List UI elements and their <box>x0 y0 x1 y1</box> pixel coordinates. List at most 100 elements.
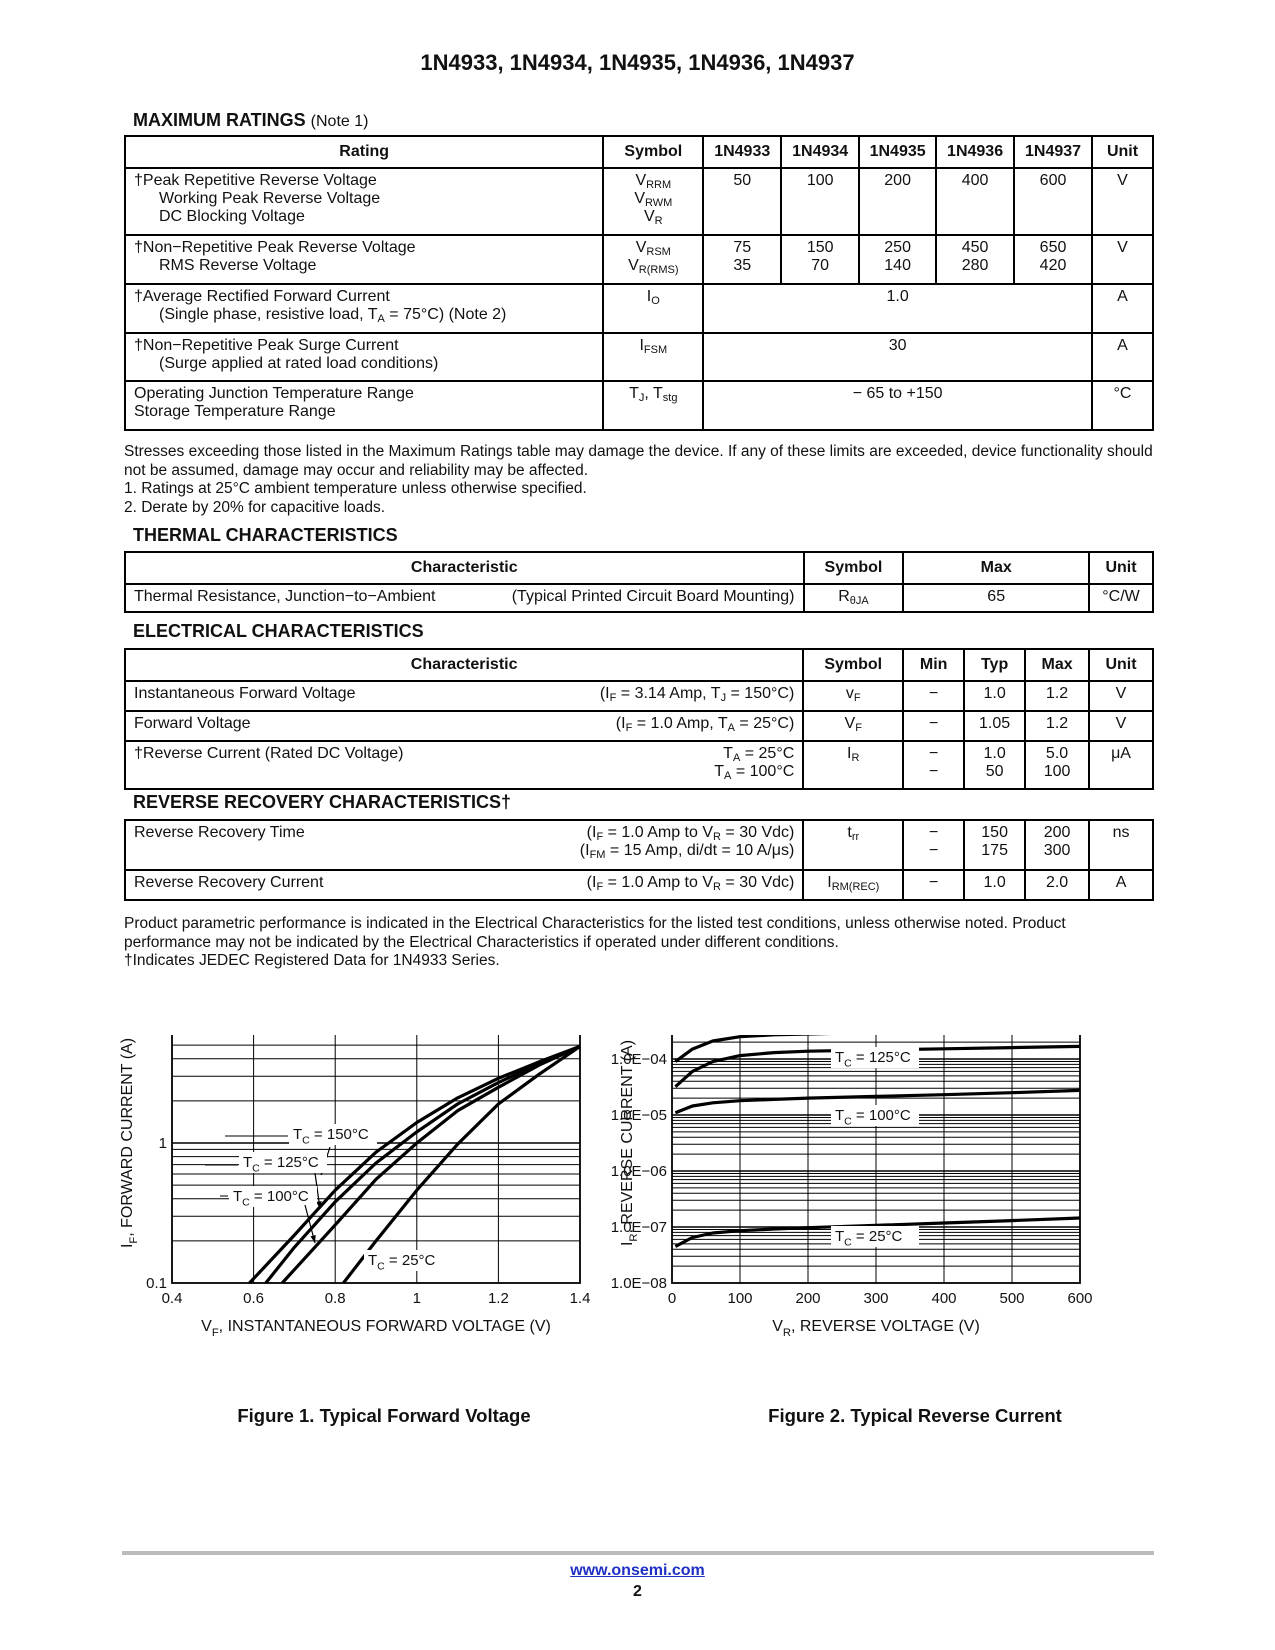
col-header: 1N4936 <box>935 135 1016 169</box>
rating-line: Working Peak Reverse Voltage <box>159 190 381 207</box>
col-header: Max <box>1024 648 1091 682</box>
typ-cell: 1.0 <box>963 680 1027 712</box>
unit-cell: V <box>1091 167 1154 236</box>
value-cell: 200 <box>858 167 938 236</box>
page-number: 2 <box>633 1583 642 1600</box>
characteristic-cell: Thermal Resistance, Junction−to−Ambient … <box>124 583 805 613</box>
series-line <box>674 1216 1081 1248</box>
condition-part: = 1.0 Amp to V <box>603 874 714 891</box>
condition-sub: FM <box>589 849 606 861</box>
value-cell: 250 140 <box>858 234 938 285</box>
condition-part: = 25°C) <box>734 715 795 732</box>
characteristic-text: Reverse Recovery Time <box>134 824 305 841</box>
value-line: 35 <box>733 257 752 274</box>
col-header: Symbol <box>802 551 905 585</box>
value-line: 150 <box>806 239 834 256</box>
condition-sub: A <box>724 770 732 782</box>
series-label: TC = 25°C <box>368 1252 436 1273</box>
value-line: − <box>928 763 939 780</box>
condition-text: (IF = 1.0 Amp to VR = 30 Vdc) (IFM = 15 … <box>580 824 795 861</box>
x-tick-label: 300 <box>863 1290 888 1307</box>
recovery-table: Reverse Recovery Time (IF = 1.0 Amp to V… <box>123 819 1154 901</box>
characteristic-text: Reverse Recovery Current <box>134 874 324 891</box>
value-line: − <box>928 745 939 762</box>
series-label: TC = 100°C <box>835 1107 911 1128</box>
table-header-row: Characteristic Symbol Min Typ Max Unit <box>123 648 1154 682</box>
series-label: TC = 125°C <box>243 1154 319 1175</box>
condition-text: TA = 25°C TA = 100°C <box>714 745 795 782</box>
value-line: − <box>929 824 939 841</box>
y-tick-label: 1.0E−05 <box>611 1107 667 1124</box>
x-tick-label: 400 <box>931 1290 956 1307</box>
value-line: 75 <box>733 239 752 256</box>
symbol-main: , T <box>644 385 663 402</box>
rating-line: Storage Temperature Range <box>134 403 336 420</box>
x-tick-label: 600 <box>1067 1290 1092 1307</box>
plot-frame <box>671 1035 1081 1284</box>
rating-text: (Single phase, resistive load, T <box>159 306 378 323</box>
condition-part: = 1.0 Amp, T <box>632 715 728 732</box>
symbol-main: V <box>643 208 655 225</box>
series-label-bg <box>831 1047 919 1068</box>
symbol-cell: VRSM VR(RMS) <box>602 234 705 285</box>
series-label-bg <box>831 1105 919 1126</box>
value-cell: 400 <box>935 167 1016 236</box>
x-tick-label: 0.4 <box>162 1290 183 1307</box>
condition-sub: R <box>713 831 721 843</box>
condition-text: (IF = 1.0 Amp to VR = 30 Vdc) <box>586 874 795 893</box>
max-ratings-table: Rating Symbol 1N4933 1N4934 1N4935 1N493… <box>123 135 1154 431</box>
table-row: †Non−Repetitive Peak Surge Current (Surg… <box>123 332 1154 382</box>
condition-text: (Typical Printed Circuit Board Mounting) <box>511 588 795 605</box>
symbol-sub: RSM <box>646 246 671 258</box>
max-ratings-title: MAXIMUM RATINGS <box>133 110 306 130</box>
col-header: Symbol <box>602 135 705 169</box>
typ-cell: 1.0 50 <box>963 740 1027 790</box>
series-line <box>281 1044 581 1285</box>
series-label: TC = 150°C <box>293 1126 369 1147</box>
symbol-sub: RWM <box>644 197 673 209</box>
symbol-main: t <box>847 824 852 841</box>
y-tick-label: 1.0E−07 <box>611 1219 667 1236</box>
electrical-heading: ELECTRICAL CHARACTERISTICS <box>133 621 424 641</box>
symbol-sub: FSM <box>643 344 668 356</box>
rating-sub: A <box>377 313 385 325</box>
max-cell: 2.0 <box>1024 869 1091 901</box>
note-text: Stresses exceeding those listed in the M… <box>124 443 1153 479</box>
col-header: 1N4937 <box>1013 135 1093 169</box>
condition-text: (IF = 1.0 Amp, TA = 25°C) <box>616 715 795 734</box>
rating-cell: †Average Rectified Forward Current (Sing… <box>123 283 605 334</box>
col-header: Max <box>902 551 1090 585</box>
recovery-notes: Product parametric performance is indica… <box>124 915 1154 971</box>
condition-part: = 3.14 Amp, T <box>616 685 721 702</box>
value-cell: 450 280 <box>935 234 1016 285</box>
rating-cell: †Peak Repetitive Reverse Voltage Working… <box>123 167 605 236</box>
recovery-heading: REVERSE RECOVERY CHARACTERISTICS† <box>133 792 512 812</box>
x-tick-label: 1 <box>413 1290 421 1307</box>
footer-rule <box>122 1551 1154 1555</box>
symbol-cell: IR <box>802 740 905 790</box>
value-line: 5.0 <box>1045 745 1069 762</box>
value-line: 175 <box>981 842 1008 859</box>
table-row: Reverse Recovery Time (IF = 1.0 Amp to V… <box>123 819 1154 871</box>
table-row: Reverse Recovery Current (IF = 1.0 Amp t… <box>123 869 1154 901</box>
rating-line: (Single phase, resistive load, TA = 75°C… <box>134 306 594 325</box>
footer-link[interactable]: www.onsemi.com <box>570 1562 705 1579</box>
col-header: 1N4934 <box>780 135 861 169</box>
min-cell: − <box>902 710 966 742</box>
series-label-bg <box>289 1124 377 1145</box>
value-cell: 75 35 <box>702 234 783 285</box>
col-header: Characteristic <box>124 551 805 585</box>
condition-part: = 100°C <box>731 763 795 780</box>
reverse-current-chart: 0 100 200 300 400 500 600 1.0E−08 1.0E−07 1.0E−06… <box>611 1035 1093 1339</box>
min-cell: − − <box>902 819 966 871</box>
value-line: 50 <box>985 763 1004 780</box>
series-label: TC = 25°C <box>835 1228 903 1249</box>
series-label-bg <box>239 1152 327 1173</box>
value-line: − <box>929 842 939 859</box>
condition-part: (I <box>586 874 597 891</box>
characteristic-text: Instantaneous Forward Voltage <box>134 685 356 702</box>
symbol-main: V <box>628 257 639 274</box>
x-axis-title: VF, INSTANTANEOUS FORWARD VOLTAGE (V) <box>201 1318 551 1339</box>
condition-part: (I <box>599 685 610 702</box>
symbol-main: R <box>838 588 850 605</box>
